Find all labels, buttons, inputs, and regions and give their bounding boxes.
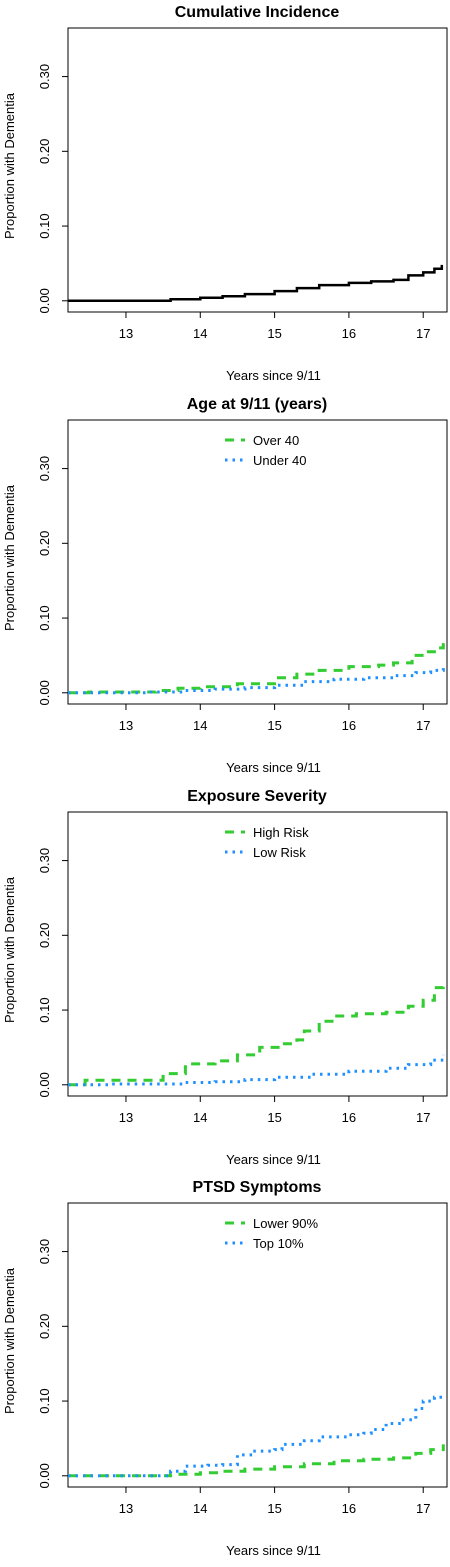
chart-title: PTSD Symptoms (193, 1179, 322, 1196)
legend-entry: Top 10% (253, 1236, 304, 1251)
plot-frame (67, 27, 448, 313)
plot-frame (67, 1202, 448, 1488)
x-tick-label: 13 (119, 326, 133, 341)
y-axis-label: Proportion with Dementia (2, 1268, 17, 1415)
y-tick-label: 0.00 (37, 1072, 52, 1097)
y-axis-label: Proportion with Dementia (2, 484, 17, 631)
y-tick-label: 0.30 (37, 1239, 52, 1264)
x-tick-label: 13 (119, 718, 133, 733)
x-tick-label: 17 (416, 1501, 430, 1516)
y-axis-label: Proportion with Dementia (2, 876, 17, 1023)
series-line-under-40 (68, 665, 445, 695)
y-tick-label: 0.00 (37, 1463, 52, 1488)
y-tick-label: 0.30 (37, 456, 52, 481)
x-tick-label: 13 (119, 1110, 133, 1125)
x-tick-label: 14 (193, 718, 207, 733)
y-tick-label: 0.30 (37, 847, 52, 872)
x-axis-label: Years since 9/11 (226, 760, 321, 775)
series-line-high-risk (68, 984, 445, 1086)
x-tick-label: 17 (416, 718, 430, 733)
x-tick-label: 15 (267, 326, 281, 341)
y-tick-label: 0.00 (37, 288, 52, 313)
chart-title: Cumulative Incidence (175, 4, 340, 21)
x-tick-label: 16 (342, 718, 356, 733)
chart-title: Exposure Severity (187, 788, 327, 805)
series-line-incidence (68, 264, 444, 303)
y-tick-label: 0.10 (37, 213, 52, 238)
y-tick-label: 0.20 (37, 530, 52, 555)
chart-panel-4: PTSD Symptoms 13 14 15 16 17 0.00 0.10 0.20 0.30 Y… (2, 1179, 448, 1558)
y-axis-label: Proportion with Dementia (2, 92, 17, 239)
x-tick-label: 15 (267, 718, 281, 733)
x-tick-label: 16 (342, 326, 356, 341)
series-line-low-risk (68, 1054, 445, 1086)
chart-panel-2: Age at 9/11 (years) 13 14 15 16 17 0.00 0.10 0.2… (2, 396, 448, 775)
x-tick-label: 17 (416, 1110, 430, 1125)
x-tick-label: 16 (342, 1501, 356, 1516)
x-tick-label: 13 (119, 1501, 133, 1516)
x-tick-label: 14 (193, 1110, 207, 1125)
y-tick-label: 0.20 (37, 922, 52, 947)
legend-entry: Under 40 (253, 453, 306, 468)
x-axis-label: Years since 9/11 (226, 1152, 321, 1167)
chart-title: Age at 9/11 (years) (187, 396, 328, 413)
x-tick-label: 16 (342, 1110, 356, 1125)
plot-frame (67, 811, 448, 1096)
series-line-lower-90 (68, 1444, 445, 1478)
legend-entry: Low Risk (253, 845, 306, 860)
x-axis-label: Years since 9/11 (226, 1543, 321, 1558)
y-tick-label: 0.00 (37, 680, 52, 705)
series-line-over-40 (68, 641, 445, 695)
x-tick-label: 15 (267, 1501, 281, 1516)
x-tick-label: 15 (267, 1110, 281, 1125)
y-tick-label: 0.30 (37, 64, 52, 89)
y-tick-label: 0.10 (37, 997, 52, 1022)
x-tick-label: 14 (193, 1501, 207, 1516)
series-line-top-10 (68, 1393, 445, 1478)
legend-entry: Lower 90% (253, 1216, 318, 1231)
chart-panel-1: Cumulative Incidence 13 14 15 16 17 0.00 0.10 0.… (2, 4, 448, 383)
y-tick-label: 0.10 (37, 605, 52, 630)
legend-entry: Over 40 (253, 433, 299, 448)
x-tick-label: 14 (193, 326, 207, 341)
legend-entry: High Risk (253, 825, 309, 840)
chart-panel-3: Exposure Severity 13 14 15 16 17 0.00 0.10 0.20 0… (2, 788, 448, 1167)
plot-frame (67, 419, 448, 705)
y-tick-label: 0.10 (37, 1389, 52, 1414)
x-axis-label: Years since 9/11 (226, 368, 321, 383)
x-tick-label: 17 (416, 326, 430, 341)
y-tick-label: 0.20 (37, 1314, 52, 1339)
y-tick-label: 0.20 (37, 139, 52, 164)
